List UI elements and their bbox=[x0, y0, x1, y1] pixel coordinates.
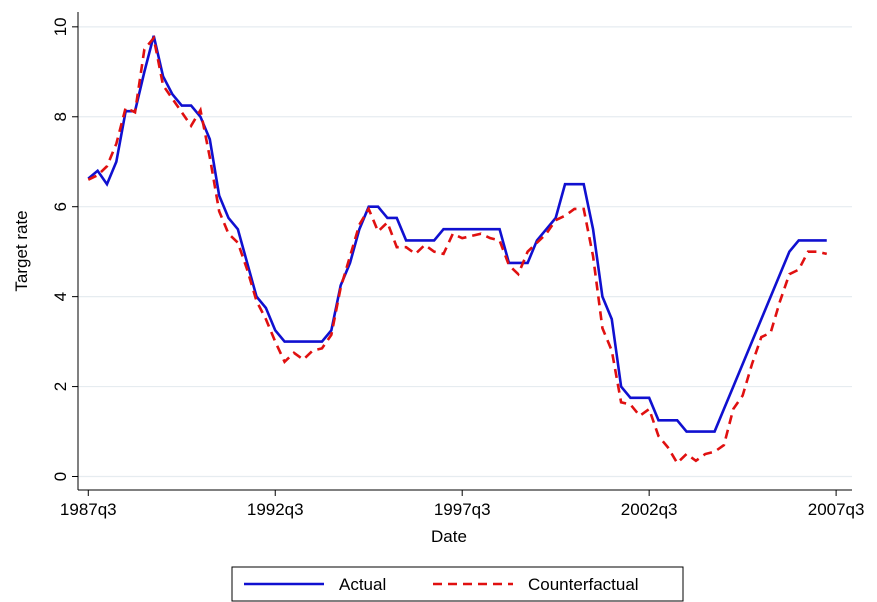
x-tick-label: 2002q3 bbox=[621, 500, 678, 519]
y-tick-label: 8 bbox=[51, 112, 70, 121]
y-tick-label: 4 bbox=[51, 292, 70, 301]
y-tick-label: 0 bbox=[51, 472, 70, 481]
y-tick-label: 10 bbox=[51, 17, 70, 36]
y-axis-title: Target rate bbox=[12, 210, 31, 291]
series-line bbox=[87, 35, 827, 433]
x-tick-label: 1987q3 bbox=[60, 500, 117, 519]
y-tick-label: 6 bbox=[51, 202, 70, 211]
x-tick-label: 2007q3 bbox=[808, 500, 865, 519]
x-tick-label: 1997q3 bbox=[434, 500, 491, 519]
y-tick-label: 2 bbox=[51, 382, 70, 391]
series-line bbox=[87, 35, 828, 466]
x-tick-label: 1992q3 bbox=[247, 500, 304, 519]
legend-label: Counterfactual bbox=[528, 575, 639, 594]
legend-label: Actual bbox=[339, 575, 386, 594]
x-axis-title: Date bbox=[431, 527, 467, 546]
